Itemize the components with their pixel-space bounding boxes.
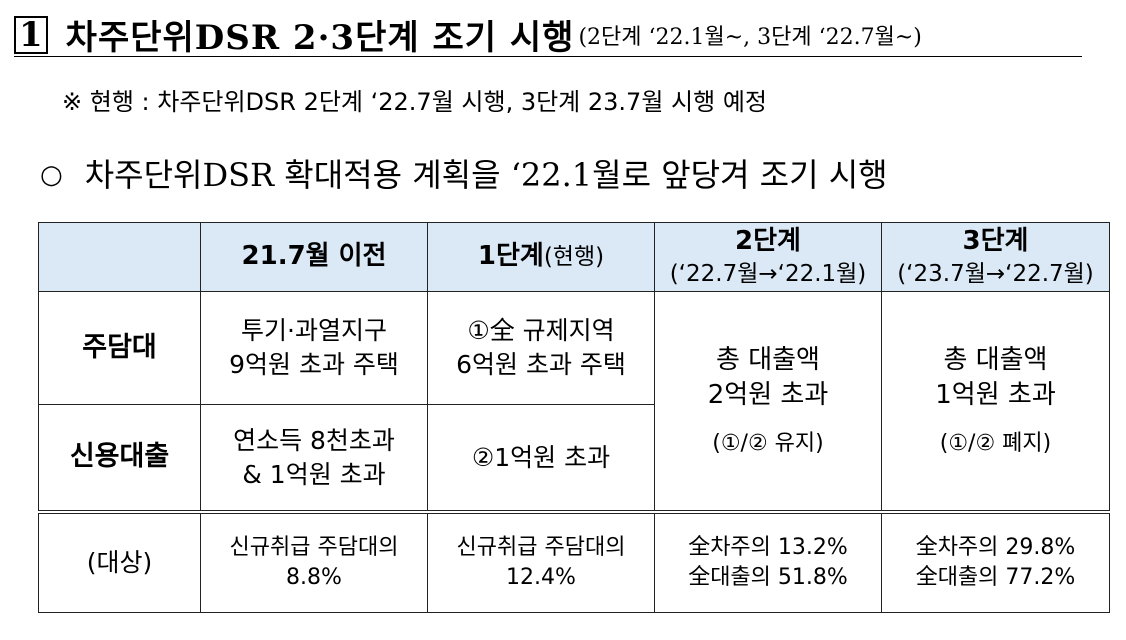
header-stage1-label: 1단계: [477, 241, 544, 272]
row-label-target-text: (대상): [86, 548, 153, 578]
header-stage3-label: 3단계: [962, 225, 1029, 256]
mortgage-before-line2: 9억원 초과 주택: [229, 350, 399, 379]
header-stage2-cell: 2단계 (‘22.7월→‘22.1월): [654, 222, 882, 292]
row-label-mortgage-text: 주담대: [82, 331, 157, 363]
target-stage1-line2: 12.4%: [506, 565, 576, 590]
credit-before-line2: & 1억원 초과: [242, 459, 386, 489]
stage3-note: (①/② 폐지): [939, 431, 1052, 457]
credit-stage1-cell: ②1억원 초과: [427, 404, 655, 513]
bullet-line: ○ 차주단위DSR 확대적용 계획을 ‘22.1월로 앞당겨 조기 시행: [40, 150, 888, 196]
table-row-credit: 신용대출 연소득 8천초과 & 1억원 초과 ②1억원 초과: [38, 404, 1110, 513]
header-stage2-period: (‘22.7월→‘22.1월): [669, 261, 867, 288]
header-stage1-cell: 1단계(현행): [427, 222, 655, 292]
credit-before-cell: 연소득 8천초과 & 1억원 초과: [200, 404, 428, 513]
bullet-text: 차주단위DSR 확대적용 계획을 ‘22.1월로 앞당겨 조기 시행: [84, 156, 888, 194]
stage2-line2: 2억원 초과: [707, 380, 829, 411]
header-stage3-cell: 3단계 (‘23.7월→‘22.7월): [881, 222, 1110, 292]
header-before-label: 21.7월 이전: [241, 241, 387, 272]
row-label-mortgage: 주담대: [38, 291, 201, 405]
target-stage2-cell: 全차주의 13.2% 全대출의 51.8%: [654, 510, 882, 613]
mortgage-stage1-cell: ①全 규제지역 6억원 초과 주택: [427, 291, 655, 405]
row-label-credit: 신용대출: [38, 404, 201, 513]
target-stage3-line2: 全대출의 77.2%: [915, 565, 1076, 590]
target-stage3-cell: 全차주의 29.8% 全대출의 77.2%: [881, 510, 1110, 613]
table-header-row: 21.7월 이전 1단계(현행) 2단계 (‘22.7월→‘22.1월) 3단계 (…: [38, 222, 1110, 292]
heading-underline: [14, 56, 1082, 57]
stage3-merged-cell: 총 대출액 1억원 초과 (①/② 폐지): [881, 291, 1110, 513]
row-label-credit-text: 신용대출: [69, 441, 170, 473]
current-status-note: ※ 현행 : 차주단위DSR 2단계 ‘22.7월 시행, 3단계 23.7월 …: [62, 88, 767, 116]
target-stage1-line1: 신규취급 주담대의: [456, 535, 626, 561]
table-row-target: (대상) 신규취급 주담대의 8.8% 신규취급 주담대의 12.4% 全차주의 1…: [38, 510, 1110, 613]
mortgage-before-cell: 투기·과열지구 9억원 초과 주택: [200, 291, 428, 405]
section-title: 차주단위DSR 2·3단계 조기 시행: [65, 18, 575, 58]
mortgage-before-line1: 투기·과열지구: [241, 316, 387, 346]
row-label-target: (대상): [38, 510, 201, 613]
stage3-line1: 총 대출액: [943, 345, 1048, 376]
target-stage1-cell: 신규취급 주담대의 12.4%: [427, 510, 655, 613]
header-empty-cell: [38, 222, 201, 292]
bullet-circle-icon: ○: [40, 160, 63, 190]
mortgage-stage1-line1: ①全 규제지역: [467, 316, 615, 346]
table-row-mortgage: 주담대 투기·과열지구 9억원 초과 주택 ①全 규제지역 6억원 초과 주택 총 …: [38, 291, 1110, 513]
mortgage-stage1-line2: 6억원 초과 주택: [456, 350, 626, 379]
stage2-line1: 총 대출액: [716, 345, 820, 376]
header-stage1-paren: (현행): [543, 244, 605, 271]
header-before-cell: 21.7월 이전: [200, 222, 428, 292]
target-before-line2: 8.8%: [286, 565, 342, 590]
section-number-box: 1: [14, 15, 48, 54]
stage2-note: (①/② 유지): [712, 431, 824, 457]
dsr-schedule-table: 21.7월 이전 1단계(현행) 2단계 (‘22.7월→‘22.1월) 3단계 (…: [38, 222, 1110, 614]
section-heading: 1 차주단위DSR 2·3단계 조기 시행 (2단계 ‘22.1월~, 3단계 ‘2…: [14, 10, 1114, 66]
target-before-line1: 신규취급 주담대의: [229, 535, 399, 561]
target-stage2-line2: 全대출의 51.8%: [688, 565, 848, 590]
stage3-line2: 1억원 초과: [935, 380, 1056, 411]
section-subtitle: (2단계 ‘22.1월~, 3단계 ‘22.7월~): [578, 24, 922, 50]
stage2-merged-cell: 총 대출액 2억원 초과 (①/② 유지): [654, 291, 882, 513]
target-before-cell: 신규취급 주담대의 8.8%: [200, 510, 428, 613]
target-stage2-line1: 全차주의 13.2%: [688, 535, 848, 561]
credit-stage1-text: ②1억원 초과: [471, 442, 611, 472]
credit-before-line1: 연소득 8천초과: [233, 425, 395, 455]
target-stage3-line1: 全차주의 29.8%: [915, 535, 1076, 561]
header-stage3-period: (‘23.7월→‘22.7월): [897, 261, 1094, 288]
header-stage2-label: 2단계: [735, 225, 801, 256]
